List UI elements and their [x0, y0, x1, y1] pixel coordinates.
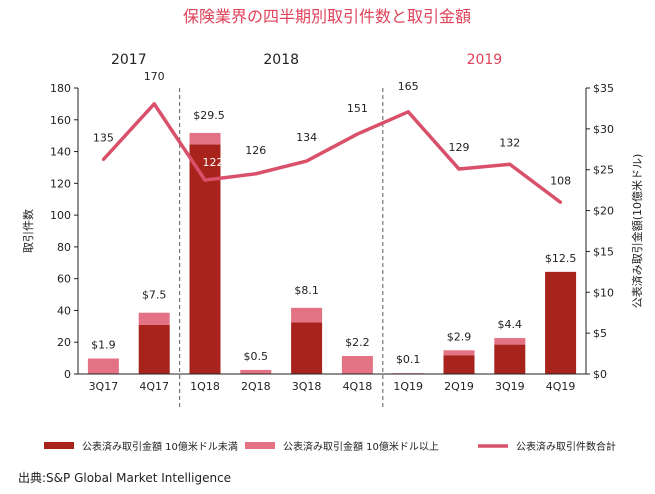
x-tick-label: 4Q19: [546, 380, 576, 393]
bar-data-label: $0.5: [244, 350, 269, 363]
right-tick-label: $20: [593, 205, 614, 218]
line-point: [152, 102, 156, 106]
x-tick-label: 3Q17: [89, 380, 119, 393]
bar-over-1b: [240, 369, 272, 374]
left-tick-label: 20: [57, 336, 71, 349]
bar-under-1b: [545, 271, 577, 374]
x-tick-label: 1Q19: [393, 380, 423, 393]
line-data-label: 108: [550, 174, 571, 187]
line-data-label: 129: [449, 141, 470, 154]
line-data-label: 134: [296, 131, 317, 144]
bar-over-1b: [138, 312, 170, 325]
bar-data-label: $12.5: [545, 252, 577, 265]
right-tick-label: $15: [593, 245, 614, 258]
x-tick-label: 1Q18: [190, 380, 220, 393]
bar-over-1b: [87, 358, 119, 374]
legend-label: 公表済み取引金額 10億米ドル未満: [82, 440, 238, 453]
bar-over-1b: [443, 350, 475, 356]
right-tick-label: $10: [593, 286, 614, 299]
bar-under-1b: [189, 144, 221, 374]
line-point: [101, 158, 105, 161]
line-data-label: 165: [398, 80, 419, 93]
legend: 公表済み取引金額 10億米ドル未満 公表済み取引金額 10億米ドル以上 公表済み取引…: [44, 440, 616, 453]
bar-over-1b: [189, 132, 221, 145]
bar-data-label: $2.9: [447, 330, 472, 343]
line-data-label: 126: [245, 144, 266, 157]
right-tick-label: $25: [593, 164, 614, 177]
right-tick-label: $0: [593, 368, 607, 381]
bar-data-label: $0.1: [396, 353, 421, 366]
left-tick-label: 40: [57, 304, 71, 317]
line-series: [101, 102, 563, 204]
legend-swatch: [44, 442, 74, 449]
line-data-label: 151: [347, 102, 368, 115]
left-tick-label: 160: [50, 114, 71, 127]
legend-label: 公表済み取引件数合計: [516, 440, 616, 453]
bar-over-1b: [341, 356, 373, 374]
bar-data-label: $7.5: [142, 289, 167, 302]
line-point: [203, 178, 207, 182]
x-axis-ticks: 3Q17 4Q17 1Q18 2Q18 3Q18 4Q18 1Q19 2Q19 3Q19 4Q19: [78, 373, 586, 393]
source-note: 出典:S&P Global Market Intelligence: [18, 471, 231, 485]
line-data-label: 132: [499, 136, 520, 149]
bar-data-label: $2.2: [345, 336, 370, 349]
data-labels: 135 170 122 126 134 151 165 129 132 108 $1.9 $7.5 $2…: [91, 70, 576, 366]
x-tick-label: 3Q19: [495, 380, 525, 393]
line-count-total: [102, 102, 562, 204]
left-tick-label: 120: [50, 177, 71, 190]
bar-under-1b: [494, 344, 526, 374]
legend-label: 公表済み取引金額 10億米ドル以上: [283, 440, 439, 453]
right-axis-title: 公表済み取引金額(10億米ドル): [630, 154, 644, 309]
left-tick-label: 100: [50, 209, 71, 222]
bar-under-1b: [291, 322, 323, 374]
year-dividers: [179, 88, 384, 410]
year-label: 2019: [467, 52, 503, 68]
x-tick-label: 2Q19: [444, 380, 474, 393]
line-point: [508, 162, 512, 166]
year-label: 2018: [263, 52, 299, 68]
left-axis-title: 取引件数: [21, 209, 35, 253]
right-axis: $0 $5 $10 $15 $20 $25 $30 $35 公表済み取引金額(10億米ドル): [585, 82, 644, 381]
line-data-label: 135: [93, 132, 114, 145]
bar-series: [87, 132, 577, 374]
bar-data-label: $4.4: [498, 318, 523, 331]
line-data-label: 122: [203, 156, 224, 169]
left-tick-label: 140: [50, 146, 71, 159]
legend-swatch: [245, 442, 275, 449]
line-point: [254, 172, 258, 176]
left-axis: 0 20 40 60 80 100 120 140 160 180 取引件数: [21, 82, 79, 381]
x-tick-label: 3Q18: [292, 380, 322, 393]
bar-over-1b: [291, 307, 323, 323]
bar-data-label: $29.5: [193, 109, 225, 122]
line-point: [355, 132, 359, 136]
line-point: [559, 200, 563, 204]
bar-over-1b: [494, 338, 526, 345]
bar-data-label: $8.1: [294, 284, 319, 297]
line-point: [305, 159, 309, 163]
bar-under-1b: [138, 324, 170, 374]
x-tick-label: 2Q18: [241, 380, 271, 393]
left-tick-label: 180: [50, 82, 71, 95]
x-tick-label: 4Q18: [343, 380, 373, 393]
chart-title: 保険業界の四半期別取引件数と取引金額: [183, 7, 471, 26]
year-labels: 2017 2018 2019: [111, 52, 502, 68]
left-tick-label: 60: [57, 273, 71, 286]
right-tick-label: $30: [593, 123, 614, 136]
x-tick-label: 4Q17: [139, 380, 169, 393]
line-point: [406, 110, 410, 114]
line-point: [457, 167, 461, 171]
left-tick-label: 0: [64, 368, 71, 381]
left-tick-label: 80: [57, 241, 71, 254]
line-data-label: 170: [144, 70, 165, 83]
bar-data-label: $1.9: [91, 338, 116, 351]
year-label: 2017: [111, 52, 147, 68]
right-tick-label: $5: [593, 327, 607, 340]
bar-under-1b: [443, 355, 475, 374]
right-tick-label: $35: [593, 82, 614, 95]
